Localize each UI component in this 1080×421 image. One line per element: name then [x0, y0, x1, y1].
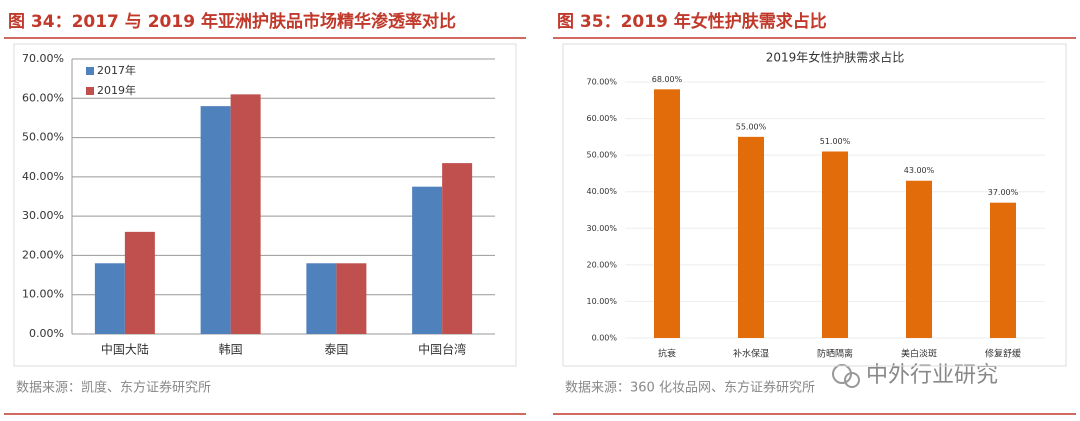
bar [412, 186, 443, 334]
source: 数据来源：360 化妆品网、东方证券研究所 [565, 380, 815, 396]
bar [336, 263, 367, 334]
watermark-text: 中外行业研究 [866, 363, 998, 388]
y-tick-label: 60.00% [22, 91, 64, 104]
y-tick-label: 30.00% [586, 224, 617, 233]
x-tick-label: 防晒隔离 [817, 348, 853, 360]
legend-label: 2019年 [97, 83, 136, 97]
source: 数据来源：凯度、东方证券研究所 [16, 380, 211, 396]
bar [738, 136, 764, 338]
y-tick-label: 10.00% [586, 297, 617, 306]
figure-heading: 图 34：2017 与 2019 年亚洲护肤品市场精华渗透率对比 [8, 11, 456, 32]
x-tick-label: 修复舒缓 [985, 348, 1021, 360]
y-tick-label: 70.00% [22, 52, 64, 65]
bar [442, 163, 473, 334]
watermark: 中外行业研究 [832, 363, 998, 388]
watermark-icon [844, 372, 860, 388]
legend-swatch [86, 67, 94, 75]
legend-label: 2017年 [97, 63, 136, 77]
chart-frame [562, 43, 1067, 367]
y-tick-label: 50.00% [22, 131, 64, 144]
x-tick-label: 补水保湿 [733, 348, 769, 360]
bar [230, 94, 261, 334]
value-label: 55.00% [736, 122, 767, 131]
y-tick-label: 0.00% [592, 334, 618, 343]
x-tick-label: 美白淡斑 [901, 348, 937, 360]
chart-frame [13, 43, 517, 367]
y-tick-label: 50.00% [586, 151, 617, 160]
x-tick-label: 韩国 [219, 342, 243, 357]
y-tick-label: 10.00% [22, 288, 64, 301]
bar [94, 263, 125, 334]
y-tick-label: 0.00% [29, 327, 64, 340]
bar [306, 263, 337, 334]
value-label: 68.00% [652, 75, 683, 84]
y-tick-label: 20.00% [586, 260, 617, 269]
bar [200, 106, 231, 335]
value-label: 51.00% [820, 137, 851, 146]
bar [654, 89, 680, 338]
value-label: 37.00% [988, 188, 1019, 197]
bar [124, 231, 155, 334]
bar [906, 180, 932, 338]
bar [990, 202, 1016, 338]
legend-swatch [86, 87, 94, 95]
x-tick-label: 中国大陆 [101, 342, 149, 357]
value-label: 43.00% [904, 166, 935, 175]
y-tick-label: 70.00% [586, 78, 617, 87]
y-tick-label: 30.00% [22, 209, 64, 222]
y-tick-label: 20.00% [22, 248, 64, 261]
figure-heading: 图 35：2019 年女性护肤需求占比 [557, 11, 827, 32]
x-tick-label: 抗衰 [658, 348, 676, 360]
y-tick-label: 40.00% [22, 170, 64, 183]
bar [822, 151, 848, 338]
y-tick-label: 40.00% [586, 187, 617, 196]
x-tick-label: 中国台湾 [418, 342, 466, 357]
chart-title: 2019年女性护肤需求占比 [766, 50, 905, 65]
y-tick-label: 60.00% [586, 114, 617, 123]
x-tick-label: 泰国 [324, 343, 348, 357]
